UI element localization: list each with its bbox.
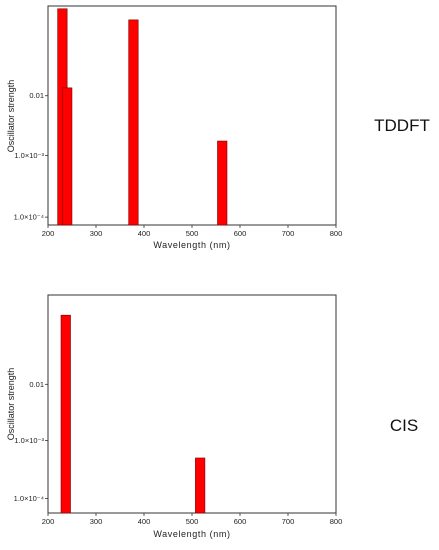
x-tick-label: 400 [138, 229, 151, 238]
y-tick-label: 1.0×10⁻³ [14, 151, 44, 160]
y-axis-ticks: 0.01 1.0×10⁻³ 1.0×10⁻⁴ [14, 380, 48, 503]
cis-panel: 200 300 400 500 600 700 800 0.01 1.0×10⁻³ 1.0×10… [6, 294, 418, 539]
x-tick-label: 800 [330, 517, 343, 526]
plot-frame [47, 294, 337, 514]
x-tick-label: 700 [282, 229, 295, 238]
bar-3 [217, 140, 228, 226]
method-label-tddft: TDDFT [374, 116, 430, 135]
method-label-cis: CIS [390, 416, 418, 435]
y-tick-label: 1.0×10⁻³ [14, 436, 44, 445]
y-axis-label: Oscillator strength [6, 80, 16, 153]
y-tick-label: 1.0×10⁻⁴ [14, 494, 44, 503]
x-axis-label: Wavelength (nm) [153, 529, 230, 539]
x-axis-ticks: 200 300 400 500 600 700 800 [42, 225, 343, 238]
y-tick-label: 1.0×10⁻⁴ [14, 213, 44, 222]
x-tick-label: 200 [42, 229, 55, 238]
tddft-panel: 200 300 400 500 600 700 800 0.01 1.0×10⁻³ 1.0×10… [6, 5, 430, 250]
y-tick-label: 0.01 [29, 91, 44, 100]
bar-group [57, 8, 228, 226]
x-tick-label: 800 [330, 229, 343, 238]
x-tick-label: 500 [186, 229, 199, 238]
x-axis-label: Wavelength (nm) [153, 240, 230, 250]
y-axis-label: Oscillator strength [6, 368, 16, 441]
plot-frame [47, 5, 337, 226]
x-tick-label: 600 [234, 229, 247, 238]
x-tick-label: 300 [90, 229, 103, 238]
bar-0 [60, 314, 71, 514]
x-tick-label: 600 [234, 517, 247, 526]
x-tick-label: 300 [90, 517, 103, 526]
bar-group [60, 314, 206, 514]
x-axis-ticks: 200 300 400 500 600 700 800 [42, 513, 343, 526]
x-tick-label: 500 [186, 517, 199, 526]
x-tick-label: 400 [138, 517, 151, 526]
bar-2 [128, 19, 139, 226]
y-tick-label: 0.01 [29, 380, 44, 389]
x-tick-label: 200 [42, 517, 55, 526]
bar-1 [62, 87, 73, 226]
y-axis-ticks: 0.01 1.0×10⁻³ 1.0×10⁻⁴ [14, 91, 48, 222]
x-tick-label: 700 [282, 517, 295, 526]
bar-1 [195, 457, 206, 514]
